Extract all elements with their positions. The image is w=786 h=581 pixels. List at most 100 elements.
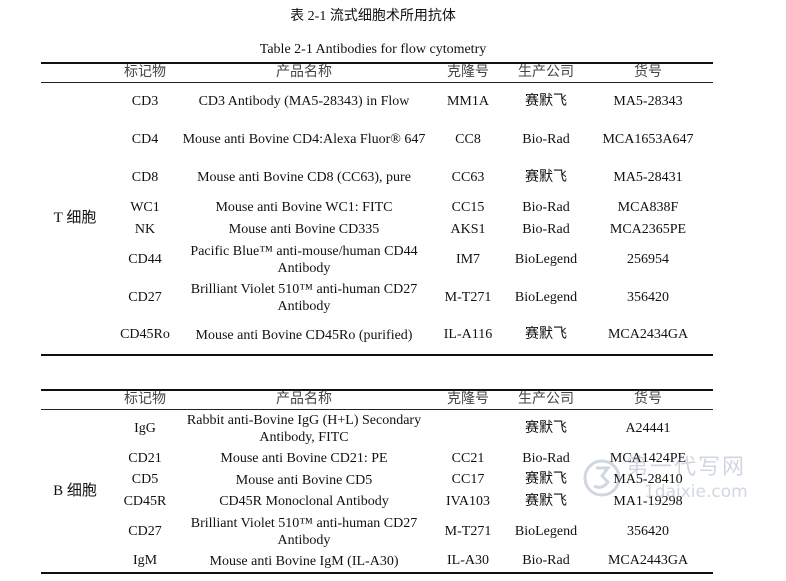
header-catalog: 货号 [583, 390, 713, 410]
cell-product: Mouse anti Bovine CD21: PE [220, 451, 388, 466]
cell-clone: AKS1 [450, 221, 486, 237]
table-row: CD45Ro Mouse anti Bovine CD45Ro (purified… [41, 317, 713, 355]
header-marker: 标记物 [109, 390, 181, 410]
cell-marker: CD27 [128, 289, 162, 305]
cell-group: B 细胞 [53, 482, 97, 499]
cell-company: 赛默飞 [525, 93, 567, 109]
cell-clone: IVA103 [445, 493, 491, 509]
cell-group: T 细胞 [53, 210, 97, 227]
cell-clone: IM7 [455, 251, 481, 267]
table-row: IgM Mouse anti Bovine IgM (IL-A30) IL-A30 B… [41, 551, 713, 573]
cell-catalog: MCA2443GA [607, 553, 689, 568]
cell-company: BioLegend [514, 251, 578, 267]
table-row: T 细胞 CD3 CD3 Antibody (MA5-28343) in Flow M… [41, 83, 713, 227]
cell-marker: IgM [132, 553, 158, 568]
cell-catalog: 256954 [627, 251, 669, 267]
cell-company: Bio-Rad [522, 199, 570, 215]
header-group-blank [41, 63, 109, 83]
cell-product: Mouse anti Bovine CD8 (CC63), pure [197, 170, 411, 185]
table-caption-english: Table 2-1 Antibodies for flow cytometry [259, 42, 487, 57]
cell-clone: M-T271 [444, 289, 492, 305]
table-row: CD27 Brilliant Violet 510™ anti-human CD2… [41, 513, 713, 551]
cell-clone: CC63 [451, 169, 485, 185]
table-row: B 细胞 IgG Rabbit anti-Bovine IgG (H+L) Seco… [41, 410, 713, 499]
cell-catalog: MCA1424PE [609, 450, 687, 466]
cell-clone: CC21 [451, 450, 485, 466]
table-row: CD8 Mouse anti Bovine CD8 (CC63), pure CC6… [41, 159, 713, 197]
cell-product: Mouse anti Bovine IgM (IL-A30) [209, 553, 399, 569]
cell-product: Pacific Blue™ anti-mouse/human CD44 Anti… [190, 243, 418, 276]
cell-catalog: MCA1653A647 [602, 131, 694, 147]
header-product: 产品名称 [181, 63, 427, 83]
cell-marker: CD27 [128, 523, 162, 539]
header-company: 生产公司 [509, 63, 583, 83]
cell-product: Mouse anti Bovine CD335 [228, 222, 380, 237]
cell-product: Mouse anti Bovine CD45Ro (purified) [195, 327, 413, 343]
cell-marker: CD21 [128, 450, 162, 466]
cell-product: Mouse anti Bovine CD4:Alexa Fluor® 647 [182, 132, 426, 147]
cell-marker: CD45Ro [120, 327, 170, 342]
table-row: CD4 Mouse anti Bovine CD4:Alexa Fluor® 64… [41, 121, 713, 159]
cell-company: 赛默飞 [525, 327, 567, 342]
cell-catalog: MCA838F [617, 199, 679, 215]
cell-marker: CD5 [131, 472, 159, 487]
cell-product: Brilliant Violet 510™ anti-human CD27 An… [190, 281, 418, 314]
cell-marker: CD8 [131, 169, 159, 185]
cell-catalog: MA1-19298 [613, 493, 683, 509]
table-row: CD5 Mouse anti Bovine CD5 CC17 赛默飞 MA5-28410 [41, 470, 713, 491]
table-row: CD44 Pacific Blue™ anti-mouse/human CD44 … [41, 241, 713, 279]
table-header-row: 标记物 产品名称 克隆号 生产公司 货号 [41, 63, 713, 83]
cell-marker: WC1 [130, 199, 160, 215]
cell-clone: CC8 [455, 131, 481, 147]
cell-marker: CD44 [128, 251, 162, 267]
cell-catalog: 356420 [627, 523, 669, 539]
table-row: CD27 Brilliant Violet 510™ anti-human CD2… [41, 279, 713, 317]
header-marker: 标记物 [109, 63, 181, 83]
cell-marker: NK [134, 221, 156, 237]
header-group-blank [41, 390, 109, 410]
cell-company: Bio-Rad [522, 131, 570, 147]
cell-catalog: 356420 [627, 289, 669, 305]
cell-product: Mouse anti Bovine CD5 [235, 472, 373, 488]
t-cell-antibody-table: 标记物 产品名称 克隆号 生产公司 货号 T 细胞 CD3 CD3 Antibody… [41, 62, 713, 356]
cell-marker: IgG [134, 420, 156, 436]
cell-clone: M-T271 [444, 523, 492, 539]
header-product: 产品名称 [181, 390, 427, 410]
table-row: CD21 Mouse anti Bovine CD21: PE CC21 Bio-Ra… [41, 448, 713, 470]
cell-product: CD45R Monoclonal Antibody [219, 494, 389, 509]
b-cell-antibody-table: 标记物 产品名称 克隆号 生产公司 货号 B 细胞 IgG Rabbit anti-… [41, 389, 713, 574]
table-row: NK Mouse anti Bovine CD335 AKS1 Bio-Rad MCA2… [41, 219, 713, 241]
cell-catalog: MA5-28431 [613, 169, 683, 185]
cell-company: 赛默飞 [525, 472, 567, 487]
cell-company: BioLegend [514, 289, 578, 305]
cell-company: 赛默飞 [525, 420, 567, 436]
table-row: WC1 Mouse anti Bovine WC1: FITC CC15 Bio-Ra… [41, 197, 713, 219]
cell-company: Bio-Rad [522, 450, 570, 466]
cell-company: Bio-Rad [522, 221, 570, 237]
cell-catalog: MA5-28410 [613, 472, 683, 487]
cell-clone [427, 410, 509, 448]
cell-product: Rabbit anti-Bovine IgG (H+L) Secondary A… [186, 412, 422, 445]
table-header-row: 标记物 产品名称 克隆号 生产公司 货号 [41, 390, 713, 410]
cell-clone: CC15 [451, 199, 485, 215]
cell-company: 赛默飞 [525, 169, 567, 185]
table-caption-chinese: 表 2-1 流式细胞术所用抗体 [290, 9, 456, 24]
cell-company: 赛默飞 [525, 493, 567, 509]
cell-clone: MM1A [446, 93, 489, 109]
header-catalog: 货号 [583, 63, 713, 83]
b-cell-rows: B 细胞 IgG Rabbit anti-Bovine IgG (H+L) Seco… [41, 410, 713, 573]
cell-catalog: MCA2434GA [607, 327, 689, 342]
cell-catalog: MA5-28343 [613, 93, 683, 109]
cell-product: Brilliant Violet 510™ anti-human CD27 An… [190, 515, 418, 548]
cell-catalog: A24441 [625, 420, 671, 436]
cell-marker: CD4 [131, 131, 159, 147]
header-company: 生产公司 [509, 390, 583, 410]
cell-catalog: MCA2365PE [609, 221, 687, 237]
header-clone: 克隆号 [427, 390, 509, 410]
t-cell-rows: T 细胞 CD3 CD3 Antibody (MA5-28343) in Flow M… [41, 83, 713, 355]
cell-product: Mouse anti Bovine WC1: FITC [215, 200, 393, 215]
cell-marker: CD3 [131, 93, 159, 109]
cell-clone: IL-A30 [447, 553, 489, 568]
cell-marker: CD45R [123, 493, 167, 509]
cell-product: CD3 Antibody (MA5-28343) in Flow [198, 94, 410, 110]
